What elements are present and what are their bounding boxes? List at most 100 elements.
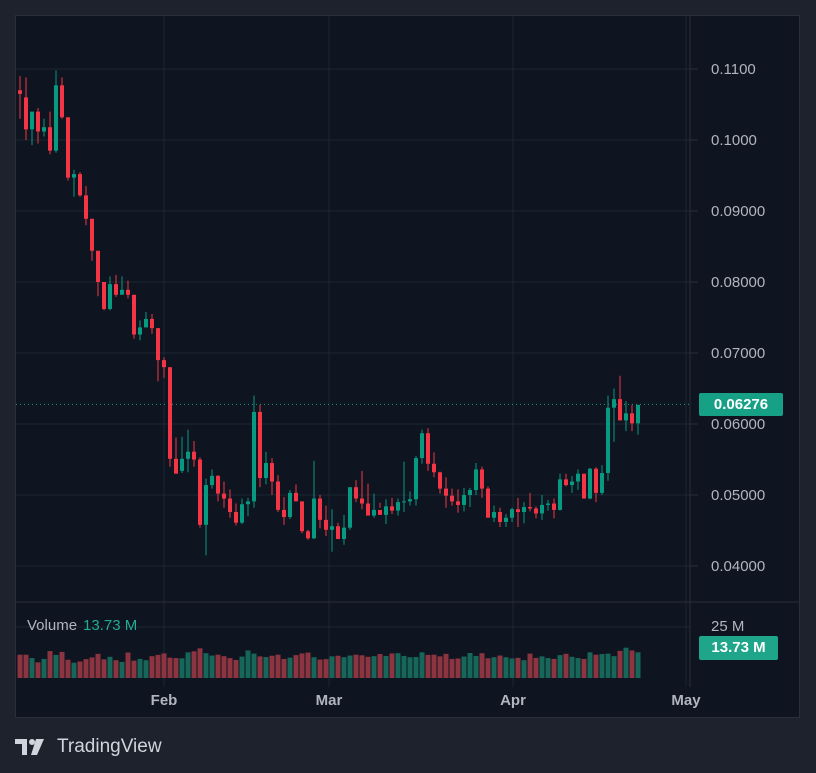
- volume-bar: [281, 658, 287, 678]
- volume-axis-label: 25 M: [711, 618, 744, 635]
- volume-bar: [503, 657, 509, 678]
- chart-panel[interactable]: [15, 15, 800, 718]
- volume-bar: [455, 658, 461, 678]
- volume-bar: [71, 662, 77, 678]
- candle-body: [402, 501, 406, 503]
- time-axis-label: May: [671, 692, 701, 709]
- time-axis-label: Feb: [151, 692, 178, 709]
- volume-bar: [233, 659, 239, 678]
- volume-bar: [545, 658, 551, 678]
- last-volume-tag: 13.73 M: [699, 636, 778, 660]
- volume-bar: [383, 655, 389, 678]
- price-axis-label: 0.1100: [711, 61, 756, 78]
- volume-bar: [527, 653, 533, 678]
- volume-bar: [617, 650, 623, 678]
- candle-body: [522, 507, 526, 513]
- volume-bar: [305, 652, 311, 678]
- volume-bar: [173, 658, 179, 678]
- candle-body: [336, 526, 340, 540]
- last-price-tag: 0.06276: [699, 393, 783, 416]
- volume-bar: [269, 655, 275, 678]
- candle-body: [222, 493, 226, 499]
- candle-body: [84, 195, 88, 219]
- volume-bar: [449, 658, 455, 678]
- candle-body: [594, 468, 598, 493]
- candle-body: [168, 367, 172, 459]
- volume-bar: [485, 658, 491, 678]
- volume-bar: [23, 654, 29, 678]
- volume-bar: [89, 657, 95, 678]
- candle-body: [36, 111, 40, 132]
- candle-body: [516, 509, 520, 513]
- volume-bar: [29, 658, 35, 678]
- candle-body: [636, 404, 640, 424]
- candle-body: [438, 472, 442, 489]
- candle-body: [462, 495, 466, 505]
- volume-bar: [59, 651, 65, 678]
- candle-body: [552, 503, 556, 510]
- volume-bar: [515, 657, 521, 678]
- volume-bar: [365, 656, 371, 678]
- candle-body: [138, 327, 142, 335]
- candle-body: [630, 413, 634, 424]
- tradingview-brand[interactable]: TradingView: [15, 736, 162, 758]
- price-axis-label: 0.05000: [711, 487, 765, 504]
- volume-bar: [353, 654, 359, 678]
- volume-bar: [569, 656, 575, 678]
- candle-body: [246, 501, 250, 505]
- volume-bar: [359, 655, 365, 678]
- candle-body: [30, 111, 34, 130]
- volume-bar: [77, 661, 83, 678]
- volume-legend: Volume 13.73 M: [27, 617, 137, 634]
- candle-body: [66, 117, 70, 178]
- volume-bar: [431, 654, 437, 678]
- candle-body: [192, 451, 196, 460]
- candle-body: [546, 503, 550, 505]
- volume-bar: [491, 657, 497, 678]
- candle-body: [360, 498, 364, 504]
- candle-body: [102, 282, 106, 309]
- tradingview-logo-icon: [15, 739, 44, 755]
- candle-body: [426, 433, 430, 464]
- candle-body: [96, 250, 100, 282]
- volume-bar: [125, 652, 131, 678]
- candle-body: [240, 504, 244, 523]
- volume-bar: [377, 654, 383, 678]
- candle-body: [480, 469, 484, 489]
- candle-body: [474, 469, 478, 491]
- candle-body: [108, 284, 112, 309]
- candle-body: [90, 218, 94, 251]
- candle-body: [528, 507, 532, 509]
- candle-body: [492, 512, 496, 518]
- candle-body: [258, 411, 262, 478]
- volume-bar: [557, 655, 563, 678]
- volume-bar: [407, 657, 413, 678]
- time-axis-label: Apr: [500, 692, 526, 709]
- candle-body: [456, 501, 460, 505]
- volume-bar: [605, 653, 611, 678]
- price-axis-label: 0.08000: [711, 274, 765, 291]
- candle-body: [558, 479, 562, 510]
- volume-bar: [479, 653, 485, 678]
- volume-bar: [257, 656, 263, 678]
- volume-bar: [419, 652, 425, 678]
- volume-bar: [539, 656, 545, 678]
- candle-body: [72, 174, 76, 178]
- candle-body: [234, 512, 238, 523]
- candle-body: [126, 289, 130, 295]
- volume-bar: [599, 654, 605, 678]
- volume-bar: [47, 651, 53, 678]
- volume-bar: [53, 654, 59, 678]
- volume-bar: [221, 656, 227, 678]
- volume-bar: [389, 653, 395, 678]
- volume-bar: [413, 657, 419, 678]
- volume-bar: [347, 655, 353, 678]
- volume-bar: [227, 658, 233, 678]
- volume-bar: [65, 659, 71, 678]
- candle-body: [342, 527, 346, 540]
- candle-body: [600, 472, 604, 493]
- candle-body: [294, 492, 298, 502]
- volume-bar: [437, 656, 443, 678]
- volume-bar: [263, 657, 269, 678]
